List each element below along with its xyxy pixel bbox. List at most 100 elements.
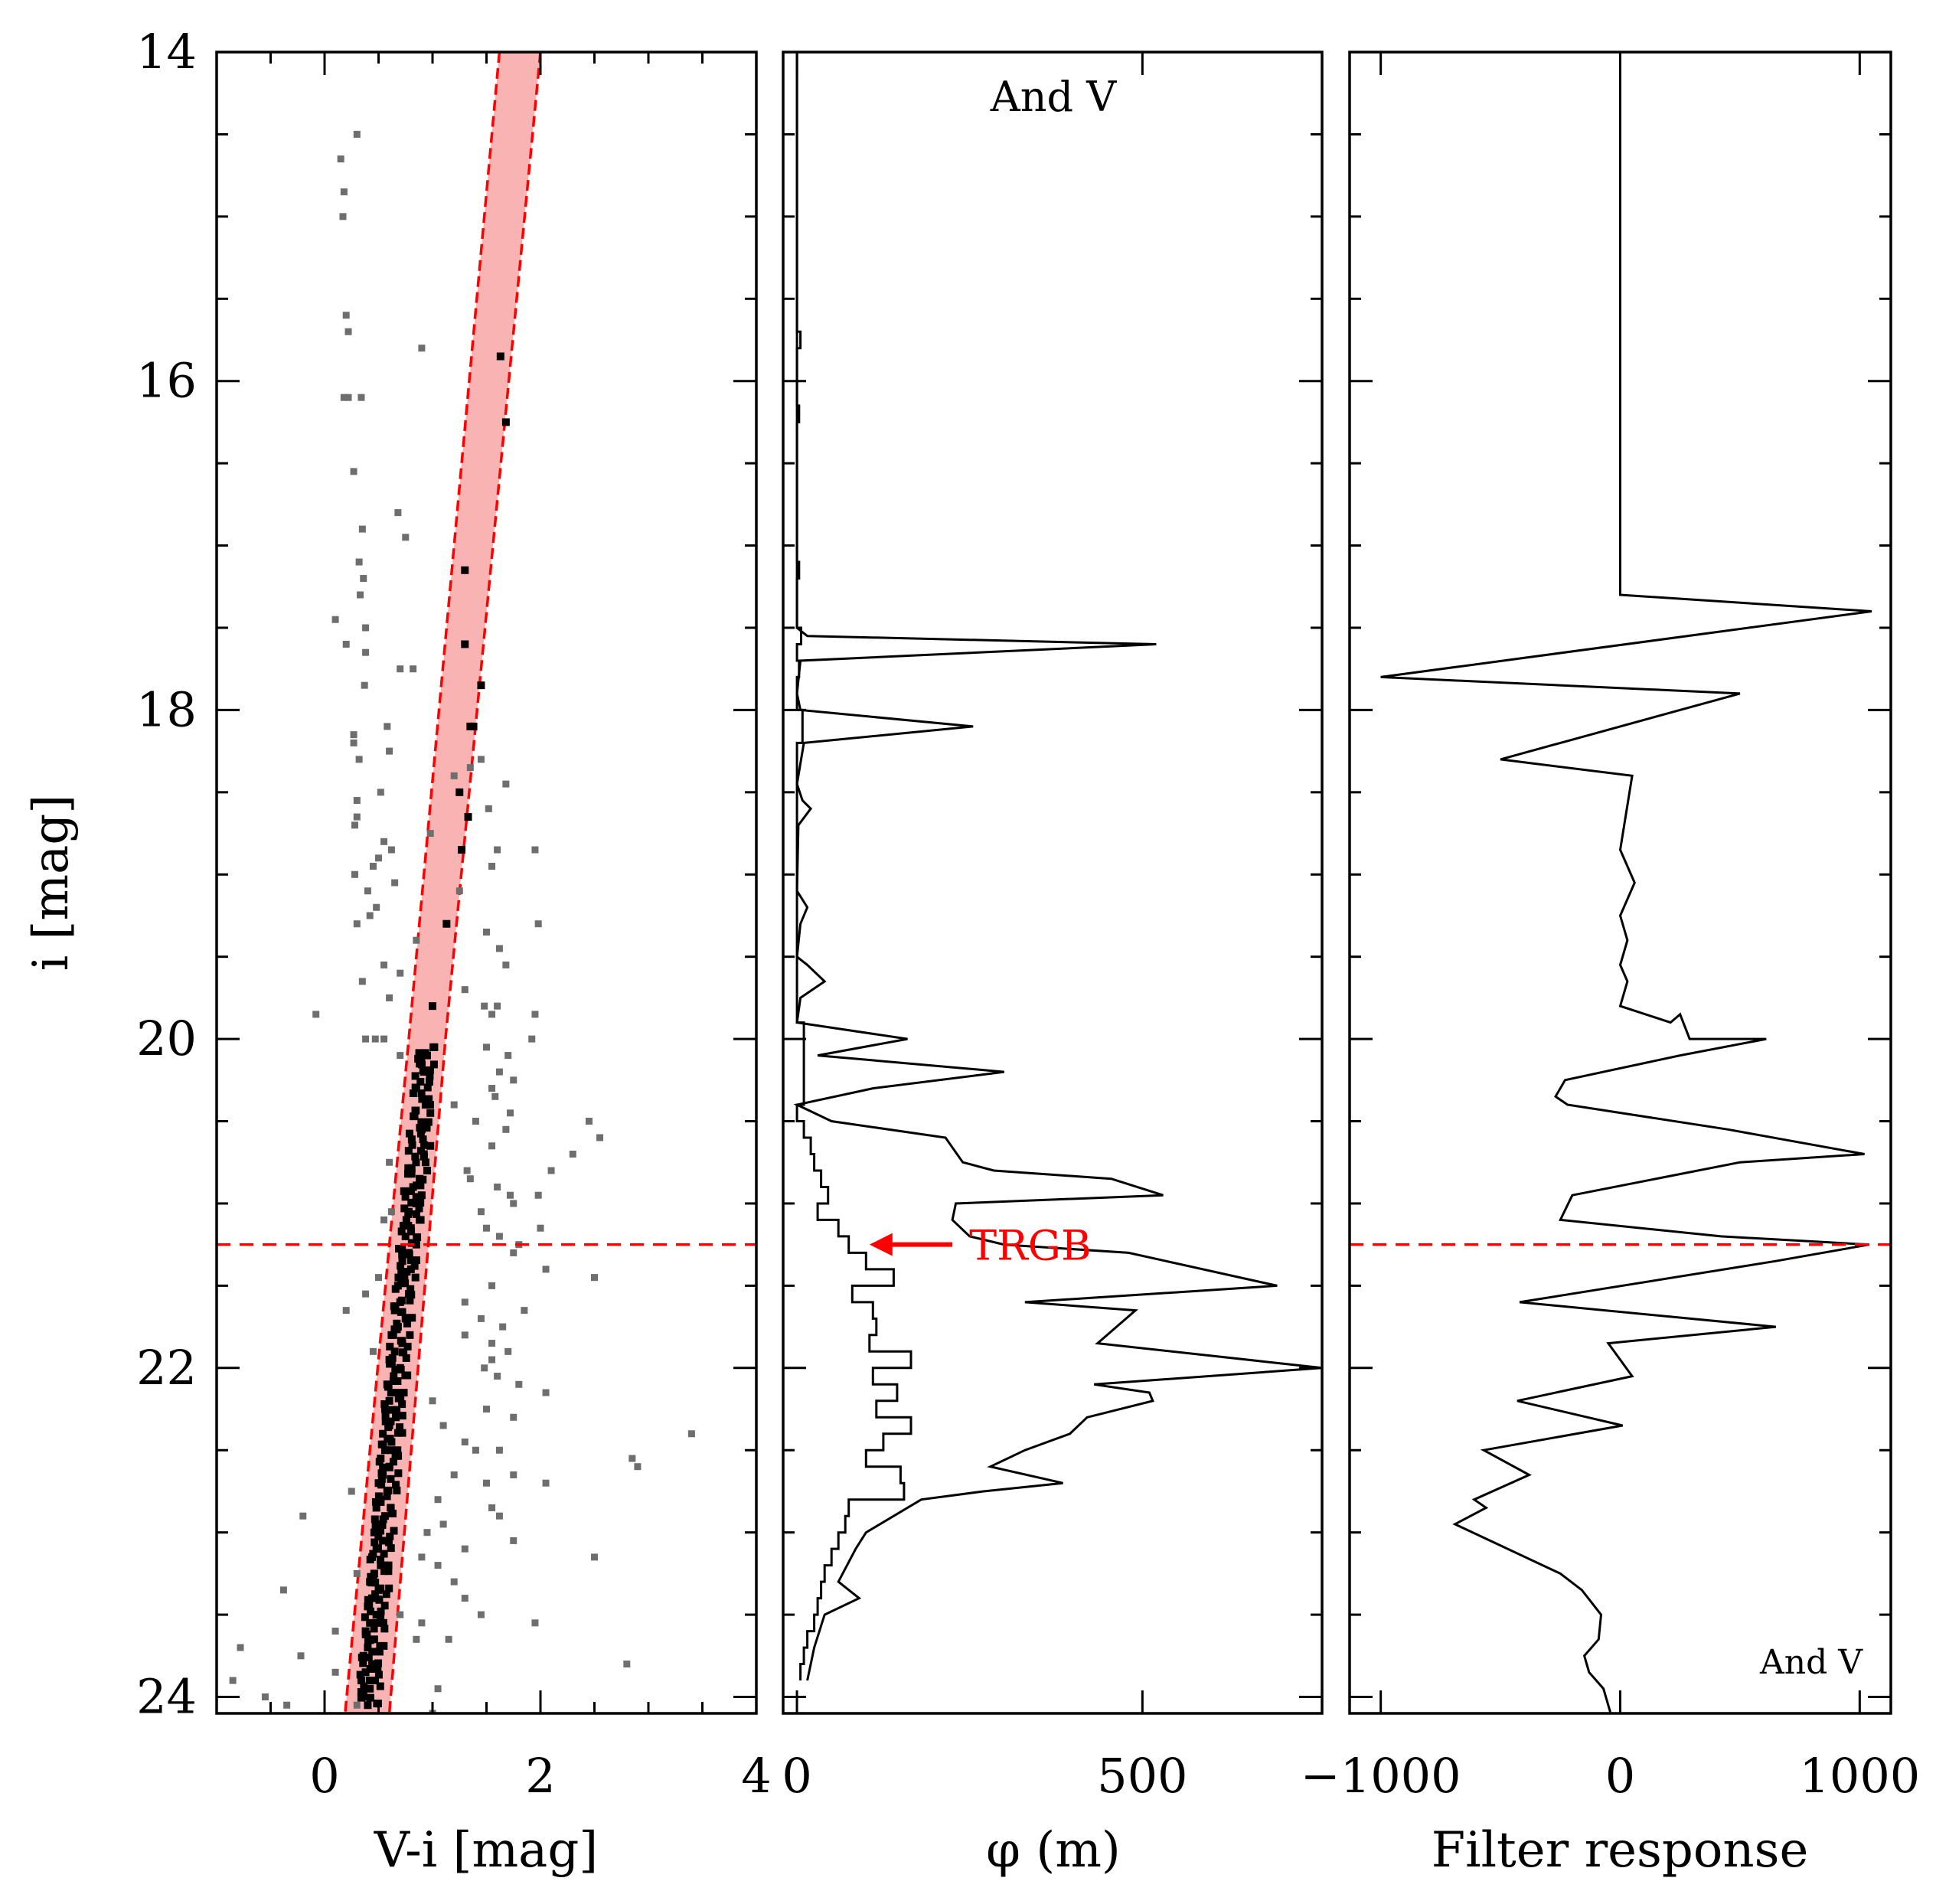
rgb-star — [392, 1413, 400, 1422]
rgb-star — [372, 1504, 380, 1512]
field-star — [340, 188, 348, 196]
rgb-star — [420, 1152, 428, 1161]
field-star — [339, 213, 347, 220]
rgb-star — [386, 1435, 394, 1443]
field-star — [494, 846, 501, 854]
field-star — [537, 1224, 544, 1232]
rgb-star — [390, 1527, 398, 1535]
field-star — [361, 681, 368, 689]
rgb-star — [400, 1273, 409, 1282]
rgb-star — [385, 1396, 393, 1405]
field-star — [410, 665, 417, 673]
rgb-star — [377, 1475, 386, 1483]
field-star — [445, 1635, 452, 1643]
rgb-star — [413, 1233, 421, 1242]
y-tick-label: 24 — [136, 1669, 197, 1725]
field-star — [386, 994, 393, 1001]
field-star — [380, 838, 388, 845]
rgb-star — [408, 1314, 416, 1322]
rgb-star — [380, 1602, 389, 1610]
rgb-star — [416, 1198, 425, 1207]
rgb-star — [380, 1550, 388, 1558]
rgb-star — [406, 1291, 414, 1299]
rgb-star — [387, 1504, 395, 1512]
y-tick-label: 16 — [136, 353, 197, 409]
field-star — [542, 1479, 550, 1487]
field-star — [429, 1397, 436, 1405]
rgb-star — [412, 1158, 420, 1167]
rgb-star — [370, 1625, 378, 1633]
field-star — [397, 969, 404, 977]
field-star — [362, 1035, 370, 1043]
rgb-star — [424, 1118, 433, 1126]
field-star — [507, 1109, 514, 1117]
rgb-star — [429, 1060, 438, 1069]
field-star — [488, 1340, 496, 1347]
rgb-star — [371, 1677, 380, 1685]
field-star — [504, 1052, 512, 1060]
rgb-star — [403, 1371, 412, 1380]
rgb-star — [411, 1083, 420, 1092]
field-star — [418, 1619, 426, 1627]
field-star — [495, 1068, 503, 1076]
field-star — [366, 912, 374, 919]
rgb-star — [380, 1446, 389, 1455]
rgb-star — [380, 1400, 389, 1409]
rgb-star — [398, 1429, 406, 1437]
rgb-star — [398, 1257, 406, 1266]
trgb-arrow-head — [869, 1233, 893, 1256]
rgb-star — [416, 1077, 425, 1086]
field-star — [515, 1380, 523, 1388]
field-star — [450, 772, 458, 779]
field-star — [350, 468, 357, 475]
field-star — [342, 312, 350, 319]
x-tick-label: 0 — [782, 1748, 811, 1804]
field-star — [488, 1504, 496, 1511]
field-stars — [229, 130, 695, 1713]
field-star — [439, 1520, 447, 1528]
rgb-star — [388, 1509, 397, 1517]
rgb-star — [394, 1273, 403, 1282]
rgb-star — [371, 1497, 380, 1506]
rgb-star — [410, 1262, 419, 1270]
field-star — [397, 1052, 404, 1060]
rgb-star — [391, 1365, 400, 1373]
rgb-star — [380, 1625, 389, 1633]
field-star — [450, 1471, 458, 1478]
rgb-star — [377, 1613, 385, 1622]
rgb-star — [373, 1618, 381, 1627]
rgb-star — [430, 1043, 439, 1051]
field-star — [483, 1043, 490, 1051]
rgb-selection-band — [344, 52, 542, 1713]
field-star — [397, 665, 404, 673]
field-star — [461, 1298, 468, 1306]
rgb-star — [384, 1423, 393, 1432]
rgb-star — [418, 1095, 426, 1103]
rgb-star — [364, 1644, 372, 1652]
field-star — [358, 978, 366, 985]
rgb-star — [419, 1066, 427, 1074]
x-tick-label: 0 — [1605, 1748, 1635, 1804]
rgb-star — [389, 1331, 397, 1339]
rgb-star — [426, 1141, 435, 1150]
rgb-star — [403, 1342, 412, 1350]
rgb-star — [398, 1250, 406, 1259]
rgb-star — [368, 1648, 377, 1656]
rgb-star — [371, 1590, 380, 1599]
field-star — [434, 1562, 442, 1569]
rgb-band-fill — [344, 52, 540, 1713]
x-tick-label: 4 — [741, 1748, 771, 1804]
field-star — [488, 863, 496, 870]
rgb-star — [477, 681, 485, 690]
lf-series — [793, 52, 1322, 1681]
rgb-star — [392, 1481, 400, 1489]
rgb-star — [379, 1537, 387, 1545]
rgb-star — [426, 1101, 434, 1109]
rgb-star — [404, 1147, 413, 1155]
rgb-star — [407, 1164, 416, 1172]
field-star — [353, 1569, 361, 1577]
rgb-star — [390, 1372, 398, 1380]
rgb-star — [383, 1492, 391, 1501]
rgb-star — [393, 1406, 401, 1414]
